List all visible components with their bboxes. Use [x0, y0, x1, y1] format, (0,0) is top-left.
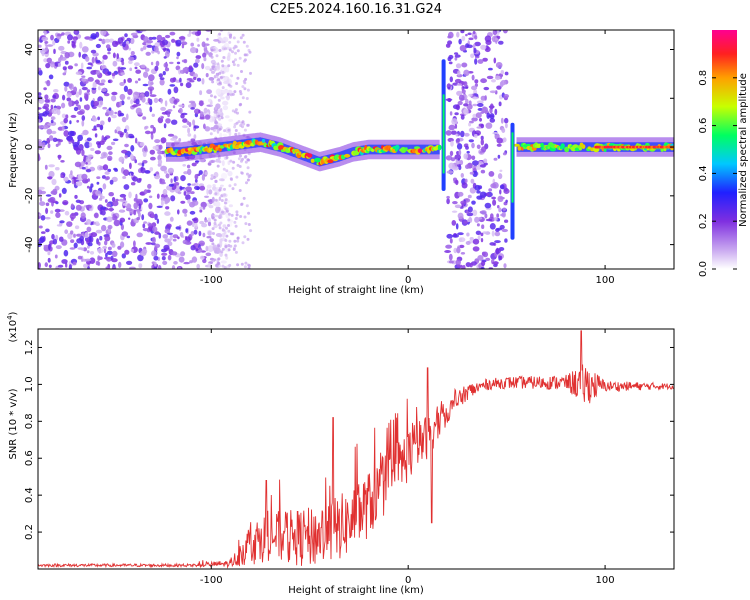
signal-core	[593, 145, 674, 149]
y-tick-label: 20	[24, 92, 35, 105]
signal-ridge-1	[164, 132, 442, 172]
y-tick-label: 1.2	[24, 340, 35, 356]
x-tick-label: 100	[596, 575, 615, 586]
snr-x-axis-label: Height of straight line (km)	[288, 585, 424, 596]
x-tick-label: 0	[405, 275, 411, 286]
spectrogram-plot-area	[38, 30, 674, 269]
snr-y-multiplier: (x104)	[6, 311, 19, 342]
signal-spike-0	[441, 59, 446, 191]
colorbar-ticks: 0.0 0.2 0.4 0.6 0.8	[698, 70, 737, 277]
y-tick-label: 0.4	[24, 487, 35, 503]
x-tick-label: 100	[596, 275, 615, 286]
spectrogram-y-axis-label: Frequency (Hz)	[8, 112, 19, 188]
noise-region-1	[444, 30, 510, 269]
spectrogram-panel: -100 0 100 -40 -20 0 20 40 Height of straight …	[8, 29, 675, 296]
colorbar-label: Normalized spectral amplitude	[738, 73, 749, 227]
y-tick-label: 0.8	[24, 413, 35, 429]
y-tick-label: 0.2	[24, 524, 35, 540]
snr-panel: -100 0 100 0.2 0.4 0.6 0.8 1.0 1.2 Height of st…	[6, 311, 675, 596]
colorbar-tick-label: 0.2	[698, 213, 709, 229]
y-tick-label: -40	[24, 236, 35, 252]
x-tick-label: -100	[200, 575, 223, 586]
snr-plot-area	[38, 330, 674, 569]
spectrogram-x-ticks: -100 0 100	[200, 30, 615, 286]
y-tick-label: 0	[24, 144, 35, 150]
signal-spike-1	[510, 122, 515, 240]
colorbar-gradient	[712, 30, 737, 269]
spectrogram-y-ticks: -40 -20 0 20 40	[24, 43, 674, 253]
y-tick-label: 40	[24, 43, 35, 56]
spectrogram-frame	[37, 29, 675, 270]
snr-y-ticks: 0.2 0.4 0.6 0.8 1.0 1.2	[24, 340, 674, 540]
snr-frame	[37, 328, 675, 570]
y-tick-label: 0.6	[24, 450, 35, 466]
y-tick-label: 1.0	[24, 376, 35, 392]
snr-x-ticks: -100 0 100	[200, 329, 615, 586]
spectrogram-x-axis-label: Height of straight line (km)	[288, 285, 424, 296]
snr-series-line	[38, 330, 674, 569]
colorbar: 0.0 0.2 0.4 0.6 0.8 Normalized spectral ampl…	[698, 30, 749, 277]
colorbar-tick-label: 0.4	[698, 165, 709, 181]
chart-title: C2E5.2024.160.16.31.G24	[270, 2, 442, 17]
noise-fade	[209, 30, 253, 269]
colorbar-tick-label: 0.6	[698, 118, 709, 134]
x-tick-label: -100	[200, 275, 223, 286]
y-tick-label: -20	[24, 188, 35, 204]
colorbar-tick-label: 0.0	[698, 261, 709, 277]
x-tick-label: 0	[405, 575, 411, 586]
snr-y-axis-label: SNR (10 * v/v)	[8, 388, 19, 459]
colorbar-tick-label: 0.8	[698, 70, 709, 86]
